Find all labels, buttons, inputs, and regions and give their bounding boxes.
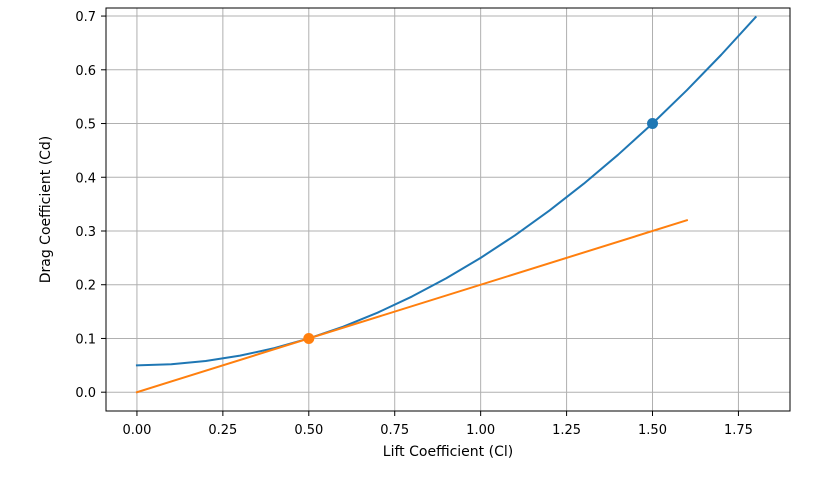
x-tick-label: 0.25 [208,423,237,438]
y-tick-label: 0.2 [75,279,96,294]
x-tick-label: 1.50 [638,423,667,438]
x-tick-label: 0.50 [294,423,323,438]
marker-layer [303,118,659,344]
x-tick-label: 0.00 [122,423,151,438]
x-tick-label: 0.75 [380,423,409,438]
y-tick-label: 0.1 [75,332,96,347]
y-tick-label: 0.0 [75,386,96,401]
grid-layer [106,8,790,411]
y-tick-label: 0.5 [75,118,96,133]
x-tick-label: 1.25 [552,423,581,438]
y-axis-label: Drag Coefficient (Cd) [38,136,54,284]
plot-frame [105,7,791,412]
series-layer [135,15,758,394]
x-tick-label: 1.00 [466,423,495,438]
y-tick-label: 0.3 [75,225,96,240]
x-tick-label: 1.75 [724,423,753,438]
y-tick-label: 0.7 [75,10,96,25]
tick-layer: 0.00 0.25 0.50 0.75 1.00 1.25 1.50 1.75 0.0 0.1 0.… [75,10,753,438]
series-line-2 [135,218,689,394]
y-tick-label: 0.4 [75,171,96,186]
x-axis-label: Lift Coefficient (Cl) [383,444,513,460]
data-point-marker-1 [303,332,315,344]
y-tick-label: 0.6 [75,64,96,79]
data-point-marker-2 [647,118,659,130]
